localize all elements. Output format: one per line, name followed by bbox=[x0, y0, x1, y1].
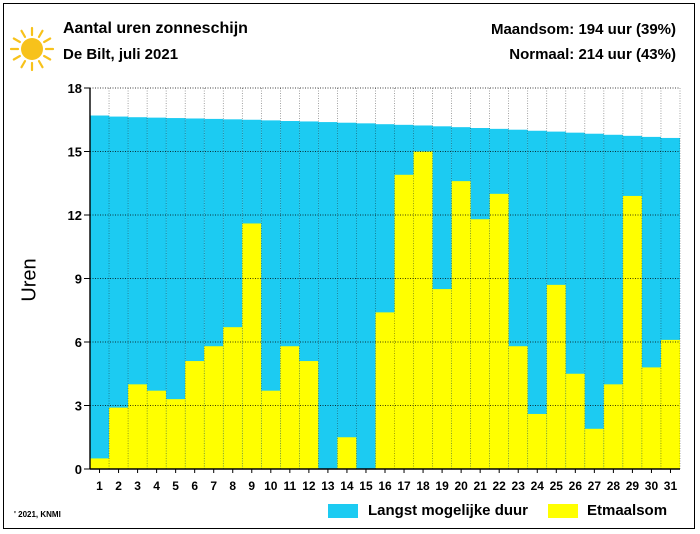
x-tick-label: 24 bbox=[531, 479, 545, 493]
x-tick-label: 20 bbox=[454, 479, 468, 493]
x-tick-label: 13 bbox=[321, 479, 335, 493]
bar-actual-3 bbox=[128, 384, 148, 469]
sun-icon bbox=[9, 26, 55, 72]
x-tick-label: 16 bbox=[378, 479, 392, 493]
bar-possible-13 bbox=[318, 122, 338, 469]
x-tick-label: 2 bbox=[115, 479, 122, 493]
bar-possible-10 bbox=[261, 120, 281, 469]
bar-actual-8 bbox=[223, 327, 243, 469]
bar-possible-5 bbox=[166, 118, 186, 469]
x-tick-label: 23 bbox=[512, 479, 526, 493]
legend-swatch-actual bbox=[548, 504, 578, 518]
bar-actual-19 bbox=[432, 289, 452, 469]
bar-actual-28 bbox=[603, 384, 623, 469]
bar-actual-9 bbox=[242, 223, 262, 469]
bar-possible-4 bbox=[147, 117, 167, 469]
sun-ray bbox=[12, 54, 21, 61]
bar-actual-24 bbox=[527, 413, 547, 469]
x-tick-label: 19 bbox=[435, 479, 449, 493]
x-tick-label: 22 bbox=[493, 479, 507, 493]
y-tick-label: 6 bbox=[75, 335, 82, 350]
y-tick-label: 3 bbox=[75, 399, 82, 414]
bar-actual-11 bbox=[280, 346, 300, 469]
bar-actual-21 bbox=[470, 219, 490, 469]
sun-ray bbox=[12, 37, 21, 44]
x-tick-label: 15 bbox=[359, 479, 373, 493]
y-tick-label: 0 bbox=[75, 462, 82, 477]
x-tick-label: 7 bbox=[210, 479, 217, 493]
bar-actual-23 bbox=[508, 346, 528, 469]
y-tick-label: 18 bbox=[68, 81, 82, 96]
x-tick-label: 1 bbox=[96, 479, 103, 493]
y-tick-label: 12 bbox=[68, 208, 82, 223]
x-tick-label: 8 bbox=[229, 479, 236, 493]
x-tick-label: 4 bbox=[153, 479, 160, 493]
bar-actual-26 bbox=[565, 373, 585, 469]
x-tick-label: 9 bbox=[248, 479, 255, 493]
sun-ray bbox=[43, 37, 52, 44]
bar-possible-15 bbox=[356, 123, 376, 470]
normal-total-stat: Normaal: 214 uur (43%) bbox=[509, 46, 676, 63]
sun-ray bbox=[20, 29, 27, 38]
y-axis-label: Uren bbox=[18, 258, 41, 302]
bar-actual-20 bbox=[451, 181, 471, 469]
sun-ray bbox=[20, 60, 27, 69]
x-tick-label: 6 bbox=[191, 479, 198, 493]
bar-possible-3 bbox=[128, 117, 148, 470]
x-tick-label: 5 bbox=[172, 479, 179, 493]
bar-actual-29 bbox=[622, 195, 642, 469]
bar-actual-14 bbox=[337, 437, 357, 469]
copyright-credit: ' 2021, KNMI bbox=[14, 510, 61, 519]
bar-actual-22 bbox=[489, 193, 509, 470]
chart-title: Aantal uren zonneschijn bbox=[63, 20, 248, 37]
x-tick-label: 31 bbox=[664, 479, 678, 493]
sun-ray bbox=[37, 60, 44, 69]
sun-ray bbox=[37, 29, 44, 38]
legend-label-possible: Langst mogelijke duur bbox=[368, 502, 529, 519]
x-tick-label: 26 bbox=[569, 479, 583, 493]
bar-actual-17 bbox=[394, 174, 414, 470]
bar-possible-14 bbox=[337, 122, 357, 470]
x-tick-label: 18 bbox=[416, 479, 430, 493]
bar-actual-30 bbox=[641, 367, 661, 469]
x-tick-label: 11 bbox=[283, 479, 296, 493]
legend-swatch-possible bbox=[328, 504, 358, 518]
chart-subtitle: De Bilt, juli 2021 bbox=[63, 46, 179, 63]
bar-actual-1 bbox=[90, 458, 110, 469]
legend-label-actual: Etmaalsom bbox=[587, 502, 668, 519]
bar-possible-27 bbox=[584, 133, 604, 469]
x-tick-label: 25 bbox=[550, 479, 564, 493]
sun-ray bbox=[43, 54, 52, 61]
bar-possible-1 bbox=[90, 115, 110, 470]
x-tick-label: 21 bbox=[473, 479, 487, 493]
x-tick-label: 29 bbox=[626, 479, 640, 493]
bar-actual-10 bbox=[261, 390, 281, 469]
x-tick-label: 3 bbox=[134, 479, 141, 493]
x-tick-label: 14 bbox=[340, 479, 354, 493]
bar-possible-2 bbox=[109, 116, 129, 469]
bar-actual-5 bbox=[166, 399, 186, 469]
bar-actual-16 bbox=[375, 312, 395, 469]
bar-actual-31 bbox=[660, 339, 680, 469]
bar-actual-4 bbox=[147, 390, 167, 469]
x-tick-label: 12 bbox=[302, 479, 316, 493]
bar-actual-27 bbox=[584, 428, 604, 469]
x-tick-label: 28 bbox=[607, 479, 621, 493]
x-tick-label: 30 bbox=[645, 479, 659, 493]
y-tick-label: 15 bbox=[68, 145, 82, 160]
bar-actual-6 bbox=[185, 361, 205, 469]
bar-actual-12 bbox=[299, 361, 319, 469]
y-tick-label: 9 bbox=[75, 272, 82, 287]
bar-actual-2 bbox=[109, 407, 129, 469]
x-tick-label: 17 bbox=[397, 479, 411, 493]
bar-actual-7 bbox=[204, 346, 224, 469]
month-total-stat: Maandsom: 194 uur (39%) bbox=[490, 21, 676, 38]
x-tick-label: 10 bbox=[264, 479, 278, 493]
x-tick-label: 27 bbox=[588, 479, 602, 493]
bar-actual-18 bbox=[413, 151, 433, 469]
bar-actual-25 bbox=[546, 284, 566, 469]
